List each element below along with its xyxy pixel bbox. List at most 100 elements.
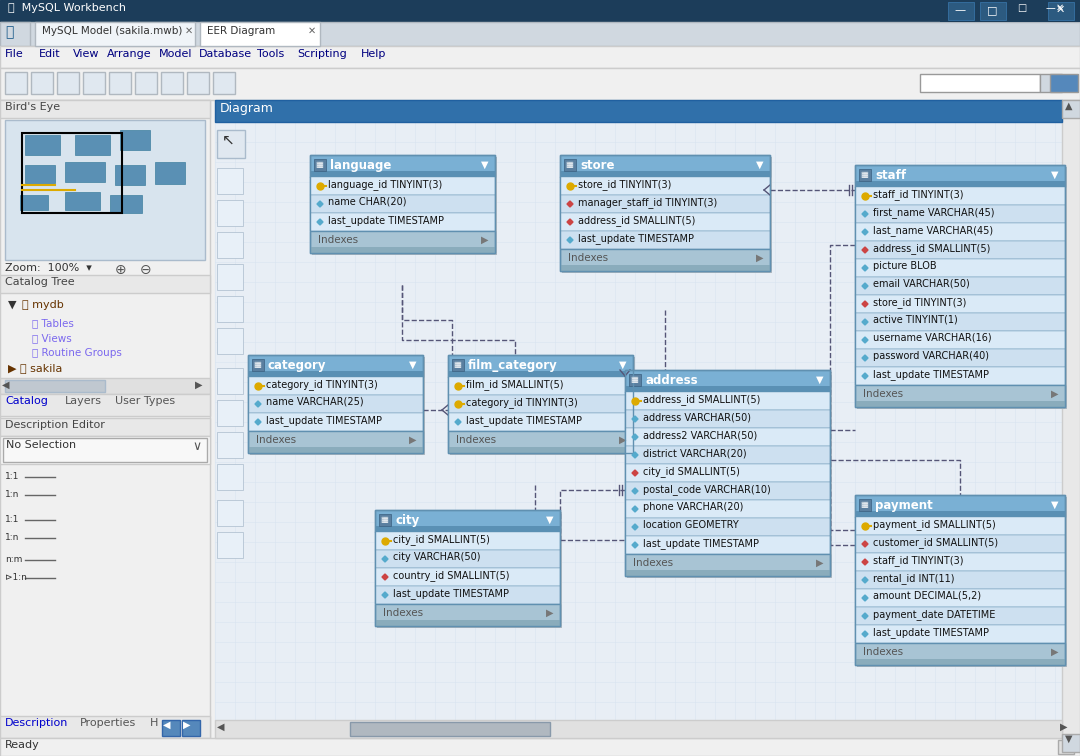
- Bar: [0, 436, 210, 464]
- Bar: [377, 512, 562, 628]
- Bar: [25, 135, 60, 155]
- Text: customer_id SMALLINT(5): customer_id SMALLINT(5): [873, 537, 998, 548]
- Text: ▦: ▦: [860, 170, 868, 179]
- Bar: [1050, 74, 1078, 92]
- Bar: [5, 120, 205, 260]
- Text: ▶ 🗄 sakila: ▶ 🗄 sakila: [8, 363, 63, 373]
- Bar: [248, 431, 423, 453]
- Text: email VARCHAR(50): email VARCHAR(50): [873, 279, 970, 289]
- Text: staff: staff: [875, 169, 906, 182]
- Text: Indexes: Indexes: [863, 647, 903, 657]
- Text: address_id SMALLINT(5): address_id SMALLINT(5): [578, 215, 696, 226]
- Bar: [453, 359, 464, 371]
- Text: Indexes: Indexes: [456, 435, 496, 445]
- Bar: [561, 171, 770, 177]
- Text: ✕: ✕: [185, 26, 193, 36]
- Text: ▦: ▦: [565, 160, 572, 169]
- Bar: [183, 720, 200, 736]
- Bar: [0, 22, 1080, 46]
- Text: ◀: ◀: [217, 722, 225, 732]
- Bar: [855, 241, 1065, 259]
- Bar: [217, 532, 243, 558]
- Polygon shape: [862, 283, 868, 289]
- Text: ▶: ▶: [1059, 722, 1067, 732]
- Text: store_id TINYINT(3): store_id TINYINT(3): [873, 297, 967, 308]
- Text: city_id SMALLINT(5): city_id SMALLINT(5): [393, 534, 490, 545]
- Bar: [217, 368, 243, 394]
- Text: ∨: ∨: [192, 440, 201, 453]
- Text: store: store: [580, 159, 615, 172]
- Text: last_name VARCHAR(45): last_name VARCHAR(45): [873, 225, 994, 236]
- Text: ✕: ✕: [308, 26, 316, 36]
- Text: ▦: ▦: [453, 360, 461, 369]
- Bar: [448, 447, 633, 453]
- Text: □: □: [987, 5, 997, 15]
- Bar: [213, 72, 235, 94]
- Bar: [855, 517, 1065, 535]
- Text: last_update TIMESTAMP: last_update TIMESTAMP: [266, 415, 382, 426]
- Text: city VARCHAR(50): city VARCHAR(50): [393, 552, 481, 562]
- Bar: [855, 367, 1065, 385]
- Text: Catalog: Catalog: [5, 396, 48, 406]
- Bar: [310, 247, 495, 253]
- Bar: [0, 275, 210, 293]
- Bar: [855, 553, 1065, 571]
- Bar: [940, 0, 1080, 22]
- Text: ▼: ▼: [1065, 734, 1072, 744]
- Text: Database: Database: [199, 49, 252, 59]
- Bar: [448, 377, 633, 395]
- Text: picture BLOB: picture BLOB: [873, 261, 936, 271]
- Bar: [625, 554, 831, 576]
- Text: ✕: ✕: [1056, 3, 1064, 13]
- Bar: [855, 607, 1065, 625]
- Bar: [217, 296, 243, 322]
- Bar: [83, 72, 105, 94]
- Bar: [217, 464, 243, 490]
- Bar: [248, 371, 423, 377]
- Polygon shape: [255, 419, 261, 425]
- Polygon shape: [632, 434, 638, 440]
- Text: 📋 Tables: 📋 Tables: [32, 318, 73, 328]
- Text: language: language: [330, 159, 391, 172]
- Bar: [252, 359, 264, 371]
- Bar: [375, 526, 561, 532]
- Text: ⊳1:n: ⊳1:n: [5, 573, 27, 582]
- Text: city_id SMALLINT(5): city_id SMALLINT(5): [643, 466, 740, 477]
- Text: manager_staff_id TINYINT(3): manager_staff_id TINYINT(3): [578, 197, 717, 208]
- Bar: [855, 181, 1065, 187]
- Bar: [310, 195, 495, 213]
- Bar: [448, 413, 633, 431]
- Text: district VARCHAR(20): district VARCHAR(20): [643, 448, 746, 458]
- Text: location GEOMETRY: location GEOMETRY: [643, 520, 739, 530]
- Bar: [135, 72, 157, 94]
- Text: View: View: [73, 49, 99, 59]
- Polygon shape: [318, 201, 323, 207]
- Text: staff_id TINYINT(3): staff_id TINYINT(3): [873, 555, 963, 566]
- Text: ▼: ▼: [756, 160, 764, 170]
- Text: password VARCHAR(40): password VARCHAR(40): [873, 351, 989, 361]
- Text: film_category: film_category: [468, 359, 557, 372]
- Text: amount DECIMAL(5,2): amount DECIMAL(5,2): [873, 591, 981, 601]
- Bar: [187, 72, 210, 94]
- Bar: [448, 431, 633, 453]
- Text: Tools: Tools: [257, 49, 284, 59]
- Bar: [156, 162, 185, 184]
- Bar: [858, 167, 1067, 409]
- Polygon shape: [862, 559, 868, 565]
- Bar: [215, 100, 1062, 122]
- Text: ◀: ◀: [163, 720, 171, 730]
- Polygon shape: [862, 577, 868, 583]
- Text: last_update TIMESTAMP: last_update TIMESTAMP: [643, 538, 759, 549]
- Polygon shape: [862, 355, 868, 361]
- Text: ▼: ▼: [409, 360, 417, 370]
- Text: last_update TIMESTAMP: last_update TIMESTAMP: [465, 415, 582, 426]
- Bar: [561, 155, 770, 271]
- Text: rental_id INT(11): rental_id INT(11): [873, 573, 955, 584]
- Bar: [625, 446, 831, 464]
- Text: Description Editor: Description Editor: [5, 420, 105, 430]
- Polygon shape: [862, 319, 868, 325]
- Text: address2 VARCHAR(50): address2 VARCHAR(50): [643, 430, 757, 440]
- Text: Edit: Edit: [39, 49, 60, 59]
- Bar: [1062, 734, 1080, 752]
- Bar: [855, 295, 1065, 313]
